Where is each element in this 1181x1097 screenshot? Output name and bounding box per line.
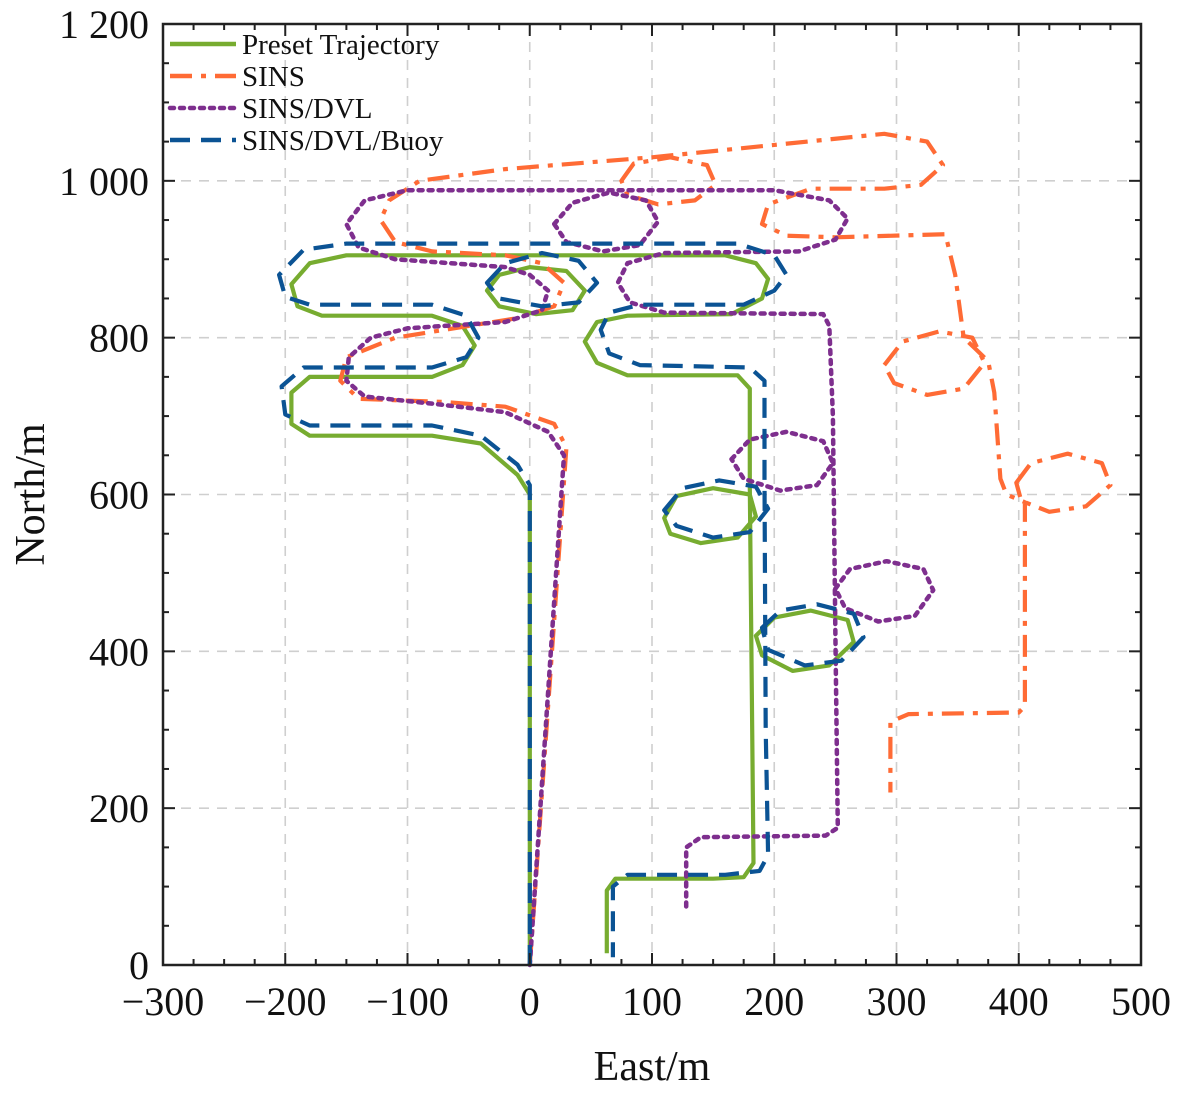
- series-preset-trajectory-loop-1: [484, 265, 587, 317]
- legend-label: SINS: [242, 61, 305, 93]
- legend: Preset TrajectorySINSSINS/DVLSINS/DVL/Bu…: [167, 29, 444, 157]
- x-tick-label: 300: [867, 979, 927, 1024]
- series-sins: [338, 131, 1028, 966]
- y-tick-label: 0: [129, 943, 149, 988]
- y-tick-label: 400: [89, 629, 149, 674]
- x-tick-label: 500: [1111, 979, 1171, 1024]
- x-tick-label: 400: [989, 979, 1049, 1024]
- series-preset-trajectory-loop-2: [662, 486, 759, 546]
- series-sins-loop-3: [1014, 451, 1113, 514]
- series-sins-dvl-loop-2: [729, 429, 836, 493]
- y-tick-label: 800: [89, 316, 149, 361]
- x-tick-label: −100: [366, 979, 449, 1024]
- series-preset-trajectory-loop-3: [753, 608, 856, 674]
- y-tick-label: 600: [89, 473, 149, 518]
- series-sins-dvl-buoy: [277, 241, 789, 965]
- x-axis-label: East/m: [594, 1044, 711, 1090]
- y-tick-label: 1 000: [59, 159, 149, 204]
- series-layer: [277, 131, 1113, 968]
- y-tick-label: 200: [89, 786, 149, 831]
- y-axis-label: North/m: [8, 423, 54, 566]
- axis-ticks: [162, 23, 1142, 966]
- legend-label: Preset Trajectory: [242, 29, 440, 61]
- series-sins-dvl-loop-3: [833, 558, 936, 624]
- series-sins-dvl-buoy-loop-3: [759, 602, 866, 668]
- series-sins-dvl: [344, 187, 850, 968]
- tick-labels: −300 −200 −100 0 100 200 300 400 500 0 200 400 600 80…: [59, 2, 1171, 1024]
- series-sins-dvl-buoy-loop-2: [662, 478, 771, 540]
- series-sins-dvl-buoy-loop-1: [484, 250, 600, 309]
- x-tick-label: 200: [744, 979, 804, 1024]
- x-tick-label: 100: [622, 979, 682, 1024]
- series-preset-trajectory: [289, 253, 771, 965]
- grid: [163, 24, 1141, 965]
- legend-label: SINS/DVL/Buoy: [242, 125, 444, 157]
- legend-label: SINS/DVL: [242, 93, 373, 125]
- x-tick-label: −200: [244, 979, 327, 1024]
- series-sins-loop-2: [882, 329, 987, 397]
- x-tick-label: 0: [520, 979, 540, 1024]
- y-tick-label: 1 200: [59, 2, 149, 47]
- x-tick-label: −300: [122, 979, 205, 1024]
